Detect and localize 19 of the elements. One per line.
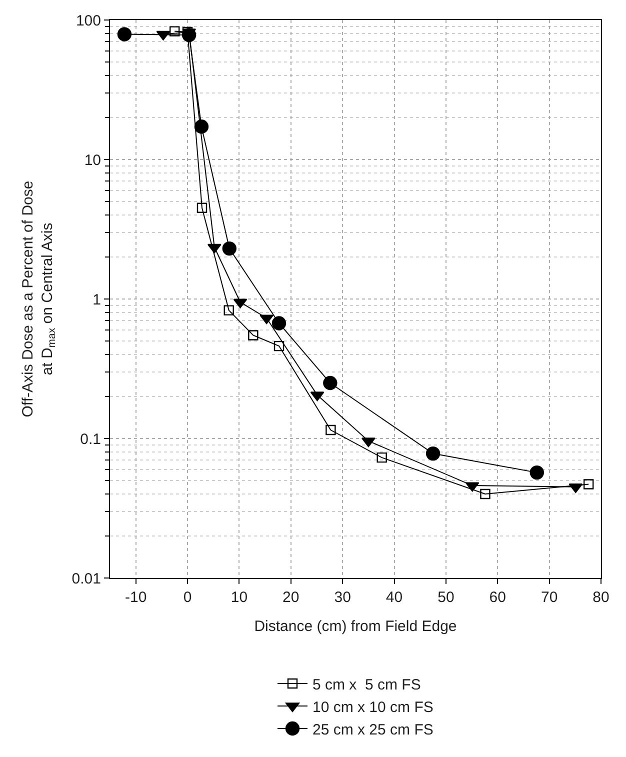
x-tick-label: 30 [334, 589, 351, 606]
x-axis-title: Distance (cm) from Field Edge [254, 618, 457, 635]
x-tick-label: 80 [592, 589, 610, 606]
legend-label: 5 cm x 5 cm FS [312, 676, 421, 694]
y-tick-label: 100 [76, 12, 101, 30]
x-tick-label: -10 [124, 589, 147, 606]
y-tick-label: 0.01 [72, 570, 101, 588]
y-tick-label: 0.1 [80, 430, 101, 448]
y-tick-label: 1 [92, 291, 101, 308]
x-tick-label: 10 [230, 589, 248, 606]
x-tick-label: 0 [183, 589, 192, 606]
x-tick-label: 60 [489, 589, 506, 606]
legend-label: 10 cm x 10 cm FS [312, 698, 434, 716]
x-tick-label: 70 [540, 589, 558, 606]
x-tick-label: 50 [438, 589, 454, 606]
x-tick-label: 20 [282, 589, 300, 606]
x-tick-label: 40 [386, 589, 403, 606]
legend-label: 25 cm x 25 cm FS [312, 721, 434, 738]
y-tick-label: 10 [84, 152, 101, 169]
